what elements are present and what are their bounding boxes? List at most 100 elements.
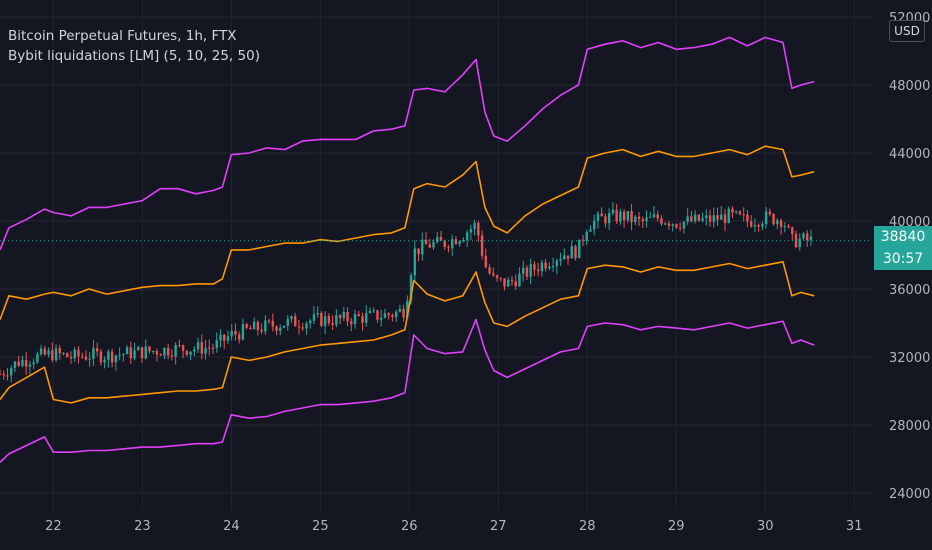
candle-body	[193, 349, 196, 352]
candle-body	[753, 225, 757, 227]
candle-body	[260, 329, 263, 332]
candle-body	[66, 353, 69, 358]
candle-body	[507, 279, 510, 287]
candle-body	[469, 228, 473, 233]
candle-body	[488, 267, 491, 274]
candle-body	[379, 317, 383, 320]
candle-body	[667, 223, 671, 226]
candle-body	[196, 342, 200, 350]
candle-body	[77, 349, 80, 357]
candle-body	[24, 359, 28, 367]
candle-body	[450, 239, 454, 249]
candle-body	[28, 364, 32, 367]
candle-body	[271, 320, 275, 327]
candle-body	[282, 325, 286, 328]
x-tick-label: 27	[490, 519, 507, 534]
x-tick-label: 23	[134, 519, 151, 534]
candle-body	[503, 278, 506, 287]
candle-body	[510, 279, 514, 282]
y-tick-label: 32000	[889, 351, 930, 366]
time-axis[interactable]: 22 23 24 25 26 27 28 29 30 31	[45, 519, 862, 534]
candle-body	[798, 238, 801, 248]
candle-body	[447, 247, 450, 249]
candle-body	[432, 242, 435, 248]
candle-body	[84, 356, 88, 360]
y-tick-label: 36000	[889, 283, 930, 298]
candle-body	[402, 308, 405, 318]
candle-body	[693, 214, 697, 222]
candle-body	[495, 275, 499, 278]
candle-body	[563, 255, 566, 259]
candle-body	[723, 214, 727, 223]
candle-body	[764, 211, 768, 224]
candle-body	[58, 348, 61, 354]
bar-countdown-tag: 30:57	[874, 247, 932, 270]
x-tick-label: 28	[579, 519, 596, 534]
candle-body	[458, 241, 461, 245]
candle-body	[185, 350, 189, 355]
candle-body	[170, 355, 174, 357]
candle-body	[690, 216, 693, 222]
candle-body	[761, 223, 764, 227]
candle-body	[492, 273, 495, 276]
symbol-title[interactable]: Bitcoin Perpetual Futures, 1h, FTX	[8, 28, 237, 44]
candle-body	[406, 300, 409, 318]
chart-legend: Bitcoin Perpetual Futures, 1h, FTX Bybit…	[8, 26, 260, 66]
candle-body	[181, 345, 185, 351]
x-tick-label: 24	[223, 519, 240, 534]
candle-body	[118, 354, 121, 356]
candle-body	[585, 231, 588, 241]
candle-body	[338, 315, 342, 319]
candle-body	[428, 244, 431, 248]
candle-body	[62, 353, 65, 355]
candle-body	[155, 351, 159, 355]
candle-body	[697, 214, 701, 221]
candle-body	[365, 313, 368, 323]
candle-body	[574, 246, 577, 259]
candle-body	[443, 240, 446, 248]
candle-body	[641, 218, 644, 222]
candle-body	[499, 277, 502, 279]
candle-body	[219, 334, 222, 341]
candle-body	[69, 357, 73, 359]
candle-body	[39, 348, 43, 355]
candle-body	[376, 310, 379, 320]
candle-body	[682, 221, 686, 229]
candle-body	[204, 347, 207, 354]
candle-body	[607, 213, 611, 224]
candle-body	[6, 375, 9, 377]
x-tick-label: 30	[757, 519, 774, 534]
candle-body	[581, 239, 585, 241]
currency-button[interactable]: USD	[889, 20, 925, 42]
candle-body	[226, 336, 230, 341]
x-tick-label: 29	[668, 519, 685, 534]
candle-body	[462, 239, 465, 242]
candle-body	[215, 340, 218, 349]
candle-body	[776, 220, 779, 225]
band-outer-lower	[0, 318, 815, 463]
candle-body	[189, 351, 192, 355]
candle-body	[589, 229, 592, 232]
candle-body	[637, 216, 641, 219]
candle-body	[477, 222, 480, 236]
candle-body	[578, 239, 581, 259]
candle-body	[95, 348, 99, 352]
candle-body	[256, 321, 260, 330]
candle-body	[514, 281, 517, 287]
candle-body	[122, 354, 125, 356]
candle-body	[81, 356, 84, 358]
candle-body	[357, 314, 360, 316]
candle-body	[308, 320, 312, 324]
y-tick-label: 28000	[889, 419, 930, 434]
candle-body	[137, 347, 140, 351]
candle-body	[660, 218, 663, 224]
candle-body	[522, 267, 525, 274]
candle-body	[21, 359, 24, 366]
indicator-title[interactable]: Bybit liquidations [LM] (5, 10, 25, 50)	[8, 48, 260, 64]
candle-body	[114, 355, 118, 363]
candle-body	[701, 218, 704, 221]
candle-body	[331, 323, 334, 325]
candle-body	[166, 347, 170, 356]
candle-body	[327, 316, 331, 324]
